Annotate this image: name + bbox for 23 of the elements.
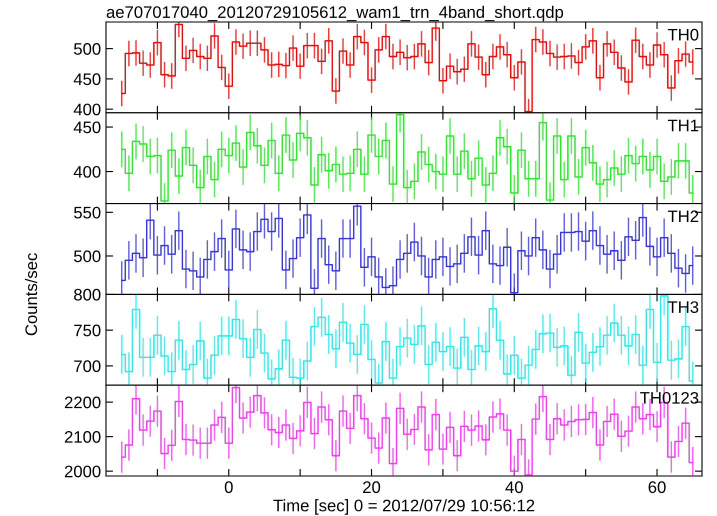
y-tick-label: 800 (74, 288, 100, 301)
y-tick-label: 400 (74, 166, 100, 178)
y-tick-label: 700 (74, 360, 100, 372)
y-tick-label: 2000 (64, 466, 100, 478)
y-tick-label: 450 (74, 121, 100, 134)
y-tick-label: 750 (74, 324, 100, 336)
y-tick-label: 500 (74, 43, 100, 55)
y-tick-label: 550 (74, 206, 100, 219)
chart-title: ae707017040_20120729105612_wam1_trn_4band_short.qdp (106, 6, 564, 22)
annotation: TH2 (668, 210, 698, 222)
x-tick-label: 40 (505, 481, 523, 494)
x-tick-label: 0 (224, 481, 233, 494)
y-tick-label: 500 (74, 250, 100, 262)
y-tick-label: 450 (74, 73, 100, 86)
y-tick-label: 2200 (64, 396, 100, 408)
y-tick-label: 400 (74, 104, 100, 116)
x-axis-title: Time [sec] 0 = 2012/07/29 10:56:12 (273, 499, 534, 515)
annotation: TH0 (668, 28, 698, 41)
y-axis-title: Counts/sec (24, 253, 38, 336)
x-tick-label: 20 (363, 481, 380, 494)
annotation: TH1 (668, 120, 698, 132)
y-tick-label: 2100 (64, 431, 100, 443)
x-tick-label: 60 (648, 481, 666, 494)
